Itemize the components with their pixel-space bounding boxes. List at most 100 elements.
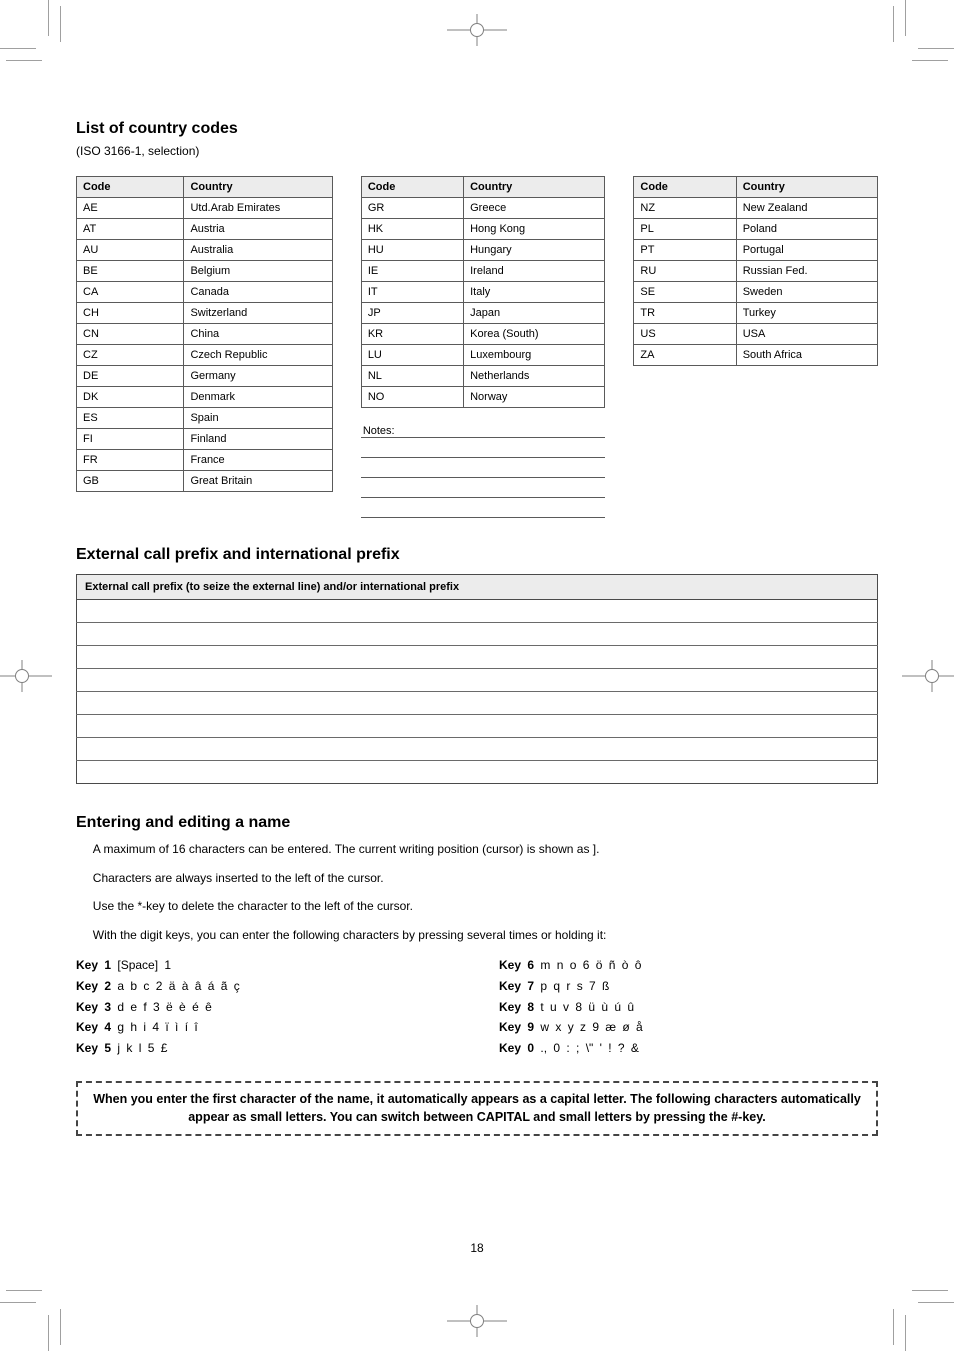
table-row: TRTurkey xyxy=(634,303,878,324)
country-cell: Ireland xyxy=(464,261,605,282)
country-cell: Korea (South) xyxy=(464,324,605,345)
keymap-chars: t u v 8 ü ù ú û xyxy=(540,1000,634,1014)
table-row: AUAustralia xyxy=(77,240,333,261)
code-cell: PT xyxy=(634,240,736,261)
registration-mark-top-icon xyxy=(463,16,491,44)
code-cell: GB xyxy=(77,471,184,492)
external-prefix-table: External call prefix (to seize the exter… xyxy=(76,574,878,784)
code-cell: CN xyxy=(77,324,184,345)
keymap-line: Key 9 w x y z 9 æ ø å xyxy=(499,1018,878,1037)
table-row: GRGreece xyxy=(361,198,605,219)
blank-cell xyxy=(77,761,878,784)
code-cell: LU xyxy=(361,345,463,366)
table1-header-country: Country xyxy=(184,177,332,198)
table-row: DEGermany xyxy=(77,366,333,387)
keymap-line: Key 8 t u v 8 ü ù ú û xyxy=(499,998,878,1017)
blank-cell xyxy=(77,600,878,623)
table-row: RURussian Fed. xyxy=(634,261,878,282)
country-cell: Germany xyxy=(184,366,332,387)
country-code-tables: Code Country AEUtd.Arab EmiratesATAustri… xyxy=(76,176,878,518)
keymap-chars: ., 0 : ; \" ' ! ? & xyxy=(540,1041,639,1055)
keymap-line: Key 1 [Space] 1 xyxy=(76,956,455,975)
code-cell: AE xyxy=(77,198,184,219)
registration-mark-left-icon xyxy=(8,662,36,690)
table-row: CHSwitzerland xyxy=(77,303,333,324)
code-cell: PL xyxy=(634,219,736,240)
table-row: ATAustria xyxy=(77,219,333,240)
keymap-line: Key 4 g h i 4 ï ì í î xyxy=(76,1018,455,1037)
keymap-key: Key 5 xyxy=(76,1041,117,1055)
table-row xyxy=(77,738,878,761)
keymap-key: Key 4 xyxy=(76,1020,117,1034)
table-row: NONorway xyxy=(361,387,605,408)
entering-name-title: Entering and editing a name xyxy=(76,814,878,832)
keymap-key: Key 2 xyxy=(76,979,117,993)
keymap-chars: j k l 5 £ xyxy=(117,1041,167,1055)
country-code-table-3: Code Country NZNew ZealandPLPolandPTPort… xyxy=(633,176,878,366)
country-cell: New Zealand xyxy=(736,198,877,219)
keymap-key: Key 1 xyxy=(76,958,117,972)
keymap-key: Key 0 xyxy=(499,1041,540,1055)
country-cell: Czech Republic xyxy=(184,345,332,366)
country-codes-subtitle: (ISO 3166-1, selection) xyxy=(76,144,878,158)
code-cell: IT xyxy=(361,282,463,303)
capitalization-note-box: When you enter the first character of th… xyxy=(76,1081,878,1136)
table1-header-code: Code xyxy=(77,177,184,198)
keymap-chars: w x y z 9 æ ø å xyxy=(540,1020,642,1034)
code-cell: CZ xyxy=(77,345,184,366)
code-cell: TR xyxy=(634,303,736,324)
page-content: List of country codes (ISO 3166-1, selec… xyxy=(76,80,878,1136)
table-row: ITItaly xyxy=(361,282,605,303)
code-cell: ZA xyxy=(634,345,736,366)
country-cell: Switzerland xyxy=(184,303,332,324)
table-row xyxy=(77,623,878,646)
keymap-key: Key 9 xyxy=(499,1020,540,1034)
note-blank-line xyxy=(361,438,606,458)
note-blank-line xyxy=(361,478,606,498)
code-cell: US xyxy=(634,324,736,345)
table-row: HKHong Kong xyxy=(361,219,605,240)
keymap-chars: p q r s 7 ß xyxy=(540,979,609,993)
code-cell: BE xyxy=(77,261,184,282)
table-row xyxy=(77,669,878,692)
keymap-line: Key 3 d e f 3 ë è é ê xyxy=(76,998,455,1017)
table-row: CACanada xyxy=(77,282,333,303)
keymap-key: Key 6 xyxy=(499,958,540,972)
table-row: FRFrance xyxy=(77,450,333,471)
blank-cell xyxy=(77,715,878,738)
country-cell: South Africa xyxy=(736,345,877,366)
table2-header-country: Country xyxy=(464,177,605,198)
table-row: BEBelgium xyxy=(77,261,333,282)
keymap-key: Key 3 xyxy=(76,1000,117,1014)
note-blank-line xyxy=(361,498,606,518)
code-cell: IE xyxy=(361,261,463,282)
country-cell: China xyxy=(184,324,332,345)
keymap-line: Key 7 p q r s 7 ß xyxy=(499,977,878,996)
blank-cell xyxy=(77,669,878,692)
code-cell: FR xyxy=(77,450,184,471)
keymap-chars: g h i 4 ï ì í î xyxy=(117,1020,197,1034)
code-cell: CA xyxy=(77,282,184,303)
country-cell: Great Britain xyxy=(184,471,332,492)
country-cell: Luxembourg xyxy=(464,345,605,366)
country-cell: Portugal xyxy=(736,240,877,261)
table3-header-code: Code xyxy=(634,177,736,198)
country-cell: Canada xyxy=(184,282,332,303)
para-3: Use the *-key to delete the character to… xyxy=(76,897,878,916)
keymap-line: Key 5 j k l 5 £ xyxy=(76,1039,455,1058)
registration-mark-right-icon xyxy=(918,662,946,690)
country-cell: Turkey xyxy=(736,303,877,324)
country-code-table-2: Code Country GRGreeceHKHong KongHUHungar… xyxy=(361,176,606,408)
para-1: A maximum of 16 characters can be entere… xyxy=(76,840,878,859)
keymap-line: Key 2 a b c 2 ä à â á ã ç xyxy=(76,977,455,996)
table-row xyxy=(77,646,878,669)
table-row xyxy=(77,761,878,784)
keymap-key: Key 8 xyxy=(499,1000,540,1014)
keymap-line: Key 6 m n o 6 ö ñ ò ô xyxy=(499,956,878,975)
country-cell: Australia xyxy=(184,240,332,261)
table-row: USUSA xyxy=(634,324,878,345)
code-cell: ES xyxy=(77,408,184,429)
table-row xyxy=(77,600,878,623)
table-row: ZASouth Africa xyxy=(634,345,878,366)
blank-cell xyxy=(77,738,878,761)
